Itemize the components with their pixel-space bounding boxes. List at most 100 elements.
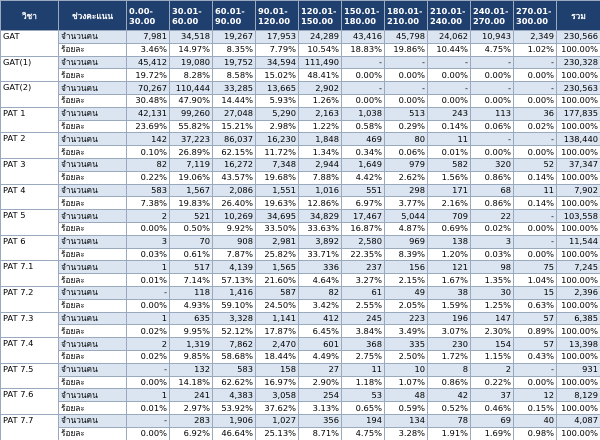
subject-cell: PAT 7.4 — [0, 337, 59, 364]
subject-cell: PAT 7.6 — [0, 388, 59, 415]
cell-text: - — [379, 56, 382, 67]
value-cell: 100.00% — [556, 93, 600, 108]
row-label: จำนวนคน — [58, 413, 127, 428]
cell-text: 90.00 — [215, 15, 242, 26]
cell-text: จำนวนคน — [61, 236, 98, 247]
header-row: วิชา ช่วงคะแนน 0.00- 30.00 30.01- 60.00 60.01-… — [0, 0, 600, 31]
cell-text: 7.79% — [269, 44, 296, 55]
value-cell: 230,563 — [556, 81, 600, 95]
row-label: จำนวนคน — [58, 106, 127, 121]
cell-text: 7.88% — [312, 172, 339, 183]
value-cell: 100.00% — [556, 426, 600, 440]
value-cell: 4.49% — [298, 349, 342, 364]
value-cell: 68 — [470, 183, 514, 198]
cell-text: 1.07% — [398, 376, 425, 387]
header-cell: 210.01- 240.00 — [427, 0, 471, 31]
value-cell: 908 — [212, 234, 256, 249]
cell-text: 245 — [366, 312, 382, 323]
value-cell: 9.92% — [212, 221, 256, 236]
cell-text: 2,470 — [272, 338, 296, 349]
header-cell: รวม — [556, 0, 600, 31]
cell-text: 180.00 — [344, 15, 377, 26]
cell-text: จำนวนคน — [61, 31, 98, 42]
cell-text: 1,416 — [229, 287, 253, 298]
table-row: ร้อยละ 19.72% 8.28% 8.58% 15.02% 48.41% 0.00% 0… — [1, 68, 600, 83]
value-cell: 62.62% — [212, 375, 256, 390]
cell-text: 0.14% — [441, 120, 468, 131]
value-cell: 38 — [427, 285, 471, 300]
cell-text: 4,087 — [574, 415, 598, 426]
cell-text: 0.58% — [355, 120, 382, 131]
cell-text: 2,396 — [574, 287, 598, 298]
cell-text: 138,440 — [563, 133, 598, 144]
cell-text: 0.00% — [441, 95, 468, 106]
row-label: จำนวนคน — [58, 183, 127, 198]
value-cell: 100.00% — [556, 42, 600, 57]
cell-text: 4.42% — [355, 172, 382, 183]
cell-text: 23.69% — [135, 120, 167, 131]
cell-text: - — [551, 364, 554, 375]
value-cell: 11 — [427, 132, 471, 147]
cell-text: 6.97% — [355, 197, 382, 208]
value-cell: 517 — [169, 260, 213, 275]
cell-text: 15.21% — [221, 120, 253, 131]
row-label: ร้อยละ — [58, 324, 127, 339]
cell-text: 33.63% — [307, 223, 339, 234]
value-cell: 5.93% — [255, 93, 299, 108]
value-cell: - — [126, 362, 170, 377]
value-cell: 113 — [470, 106, 514, 121]
cell-text: 0.46% — [484, 402, 511, 413]
value-cell: 0.00% — [513, 247, 557, 262]
value-cell: - — [513, 132, 557, 147]
header-cell: 90.01- 120.00 — [255, 0, 299, 31]
table-row: PAT 6 จำนวนคน 3 70 908 2,981 3,892 2,580 969 138 3… — [0, 234, 600, 262]
value-cell: 69 — [470, 413, 514, 428]
value-cell: 45,798 — [384, 30, 428, 44]
value-cell: 230,328 — [556, 55, 600, 70]
cell-text: 13,398 — [568, 338, 598, 349]
cell-text: 100.00% — [561, 351, 598, 362]
row-label: ร้อยละ — [58, 93, 127, 108]
cell-text: 2,902 — [315, 82, 339, 93]
cell-text: 24.50% — [264, 300, 296, 311]
row-label: จำนวนคน — [58, 260, 127, 275]
value-cell: 6.97% — [341, 196, 385, 211]
cell-text: 1,027 — [272, 415, 296, 426]
value-cell: 0.29% — [384, 119, 428, 134]
value-cell: 2 — [126, 337, 170, 351]
cell-text: 177,835 — [563, 108, 598, 119]
cell-text: 2,163 — [315, 108, 339, 119]
cell-text: 3,328 — [229, 312, 253, 323]
row-label: ร้อยละ — [58, 349, 127, 364]
value-cell: 4,139 — [212, 260, 256, 275]
cell-text: 3.13% — [312, 402, 339, 413]
cell-text: 4,383 — [229, 389, 253, 400]
cell-text: 120.00 — [258, 15, 291, 26]
value-cell: 0.52% — [427, 401, 471, 415]
row-label: ร้อยละ — [58, 375, 127, 390]
value-cell: 2,396 — [556, 285, 600, 300]
value-cell: 2,086 — [212, 183, 256, 198]
value-cell: 0.50% — [169, 221, 213, 236]
cell-text: 241 — [194, 389, 210, 400]
value-cell: 0.00% — [126, 221, 170, 236]
value-cell: 3 — [470, 234, 514, 249]
cell-text: 0.00% — [355, 95, 382, 106]
table-row: ร้อยละ 0.02% 9.95% 52.12% 17.87% 6.45% 3.84% 3.… — [1, 324, 600, 339]
value-cell: 1,027 — [255, 413, 299, 428]
value-cell: 4.87% — [384, 221, 428, 236]
value-cell: 15.21% — [212, 119, 256, 134]
header-cell: วิชา — [0, 0, 59, 31]
value-cell: 10.44% — [427, 42, 471, 57]
value-cell: 58.68% — [212, 349, 256, 364]
cell-text: 8.39% — [398, 248, 425, 259]
subject-cell: PAT 7.2 — [0, 285, 59, 313]
cell-text: 100.00% — [561, 197, 598, 208]
cell-text: 2.98% — [269, 120, 296, 131]
cell-text: - — [164, 364, 167, 375]
value-cell: 2.98% — [255, 119, 299, 134]
value-cell: 43.57% — [212, 170, 256, 185]
cell-text: 48.41% — [307, 69, 339, 80]
value-cell: 57 — [513, 311, 557, 326]
value-cell: 2 — [470, 362, 514, 377]
